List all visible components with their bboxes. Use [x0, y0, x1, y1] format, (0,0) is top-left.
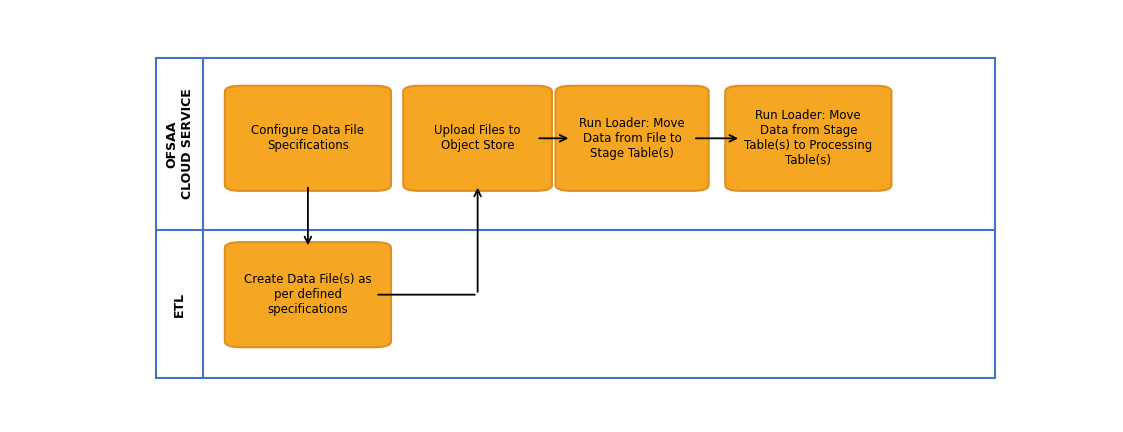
Text: OFSAA
CLOUD SERVICE: OFSAA CLOUD SERVICE	[165, 89, 193, 199]
Text: Run Loader: Move
Data from File to
Stage Table(s): Run Loader: Move Data from File to Stage…	[579, 117, 685, 160]
FancyBboxPatch shape	[556, 86, 709, 191]
Text: Run Loader: Move
Data from Stage
Table(s) to Processing
Table(s): Run Loader: Move Data from Stage Table(s…	[745, 109, 873, 167]
Text: Configure Data File
Specifications: Configure Data File Specifications	[252, 124, 364, 152]
FancyBboxPatch shape	[225, 86, 391, 191]
FancyBboxPatch shape	[225, 242, 391, 347]
Text: Upload Files to
Object Store: Upload Files to Object Store	[435, 124, 521, 152]
FancyBboxPatch shape	[403, 86, 553, 191]
FancyBboxPatch shape	[725, 86, 892, 191]
Text: Create Data File(s) as
per defined
specifications: Create Data File(s) as per defined speci…	[244, 273, 372, 316]
Text: ETL: ETL	[173, 292, 186, 317]
